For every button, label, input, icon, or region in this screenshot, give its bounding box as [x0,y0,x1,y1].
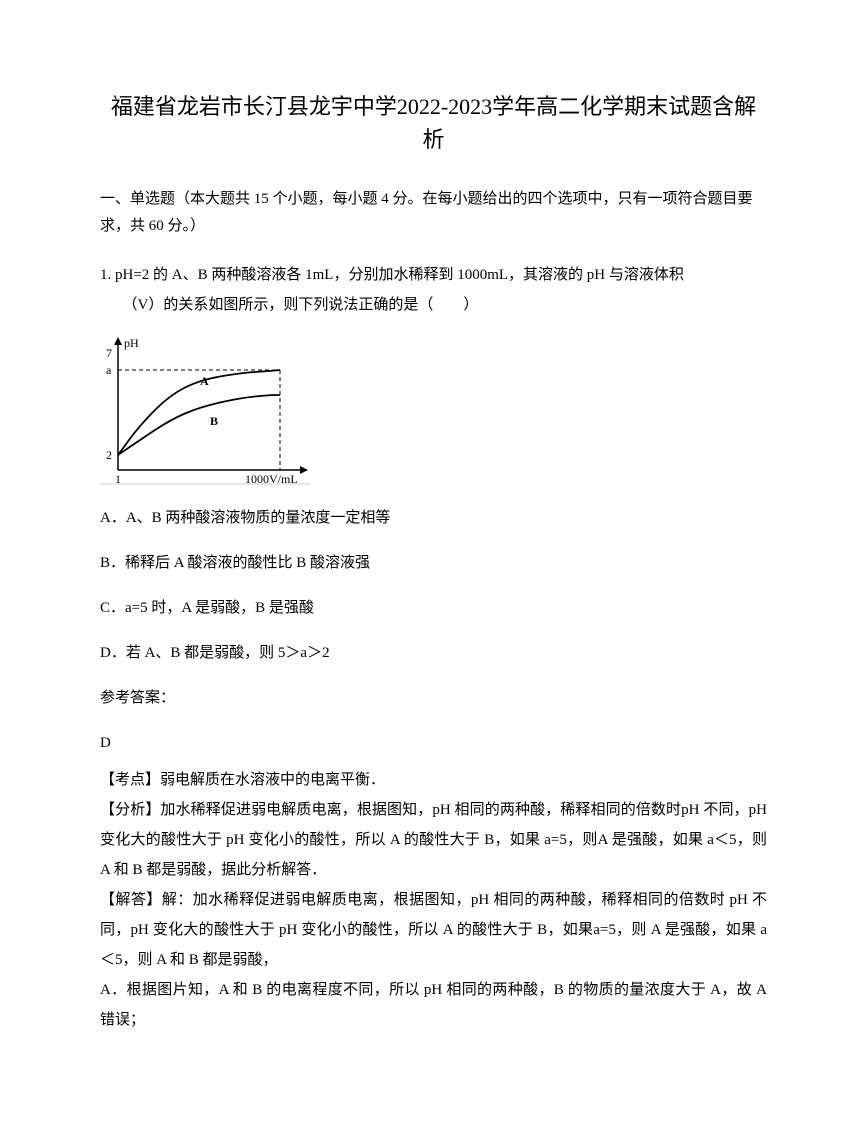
svg-text:7: 7 [106,346,112,360]
question-number: 1. [100,267,111,283]
svg-text:a: a [106,363,112,377]
question-text-line2: （V）的关系如图所示，则下列说法正确的是（ ） [100,290,767,320]
svg-text:1000V/mL: 1000V/mL [245,472,298,485]
answer-letter: D [100,730,767,757]
svg-text:B: B [210,414,218,428]
option-a-explain: A．根据图片知，A 和 B 的电离程度不同，所以 pH 相同的两种酸，B 的物质… [100,975,767,1035]
answer-label: 参考答案： [100,685,767,712]
svg-text:pH: pH [124,336,139,350]
option-a: A．A、B 两种酸溶液物质的量浓度一定相等 [100,505,767,532]
svg-text:1: 1 [115,472,121,485]
option-b: B．稀释后 A 酸溶液的酸性比 B 酸溶液强 [100,550,767,577]
fenxi-text: 【分析】加水稀释促进弱电解质电离，根据图知，pH 相同的两种酸，稀释相同的倍数时… [100,795,767,885]
question-text-line1: pH=2 的 A、B 两种酸溶液各 1mL，分别加水稀释到 1000mL，其溶液… [115,267,684,283]
svg-text:2: 2 [106,448,112,462]
section-header: 一、单选题（本大题共 15 个小题，每小题 4 分。在每小题给出的四个选项中，只… [100,186,767,240]
kaodian-text: 【考点】弱电解质在水溶液中的电离平衡． [100,765,767,795]
ph-volume-chart: pH 7 a 21 1000V/mL A B [100,335,310,485]
option-c: C．a=5 时，A 是弱酸，B 是强酸 [100,595,767,622]
svg-text:A: A [200,374,209,388]
chart-svg: pH 7 a 21 1000V/mL A B [100,335,310,485]
question-stem: 1. pH=2 的 A、B 两种酸溶液各 1mL，分别加水稀释到 1000mL，… [100,260,767,320]
page-title: 福建省龙岩市长汀县龙宇中学2022-2023学年高二化学期末试题含解析 [100,90,767,156]
option-d: D．若 A、B 都是弱酸，则 5＞a＞2 [100,640,767,667]
jieda-text: 【解答】解：加水稀释促进弱电解质电离，根据图知，pH 相同的两种酸，稀释相同的倍… [100,885,767,975]
